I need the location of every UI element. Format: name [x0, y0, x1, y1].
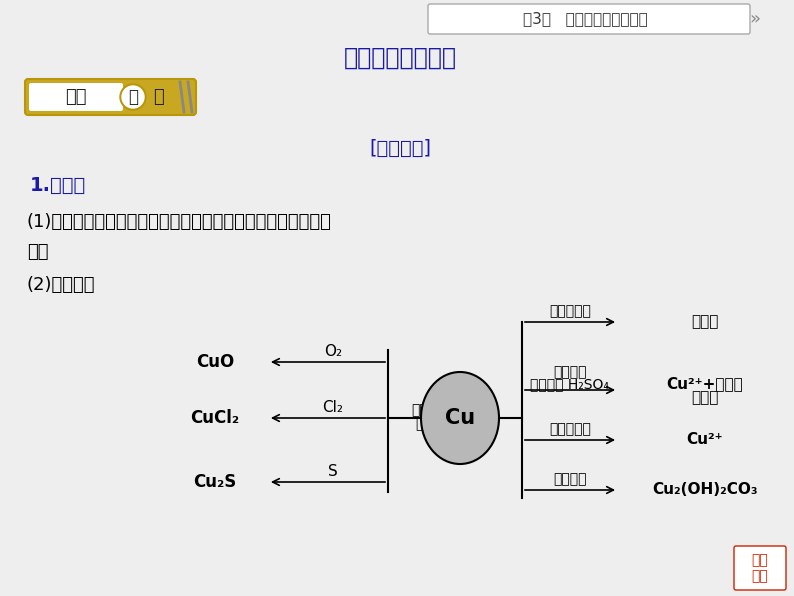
Text: (2)化学性质: (2)化学性质 — [27, 276, 95, 294]
Text: 潮湿空气: 潮湿空气 — [553, 472, 587, 486]
Text: Cu₂(OH)₂CO₃: Cu₂(OH)₂CO₃ — [652, 483, 757, 498]
Text: Cu²⁺: Cu²⁺ — [687, 433, 723, 448]
Ellipse shape — [421, 372, 499, 464]
FancyBboxPatch shape — [428, 4, 750, 34]
Text: 氧化物: 氧化物 — [692, 390, 719, 405]
Text: 1.单质铜: 1.单质铜 — [30, 175, 87, 194]
Text: 自主: 自主 — [65, 88, 87, 106]
Text: Cu₂S: Cu₂S — [194, 473, 237, 491]
FancyBboxPatch shape — [29, 83, 123, 111]
Circle shape — [122, 86, 144, 108]
Text: 非金属: 非金属 — [411, 403, 437, 417]
Text: 某些盐溶液: 某些盐溶液 — [549, 422, 591, 436]
Text: O₂: O₂ — [324, 343, 342, 359]
Text: 性。: 性。 — [27, 243, 48, 261]
FancyBboxPatch shape — [25, 79, 196, 115]
Text: S: S — [328, 464, 338, 479]
Circle shape — [120, 84, 146, 110]
Text: 栏目
导引: 栏目 导引 — [752, 553, 769, 583]
Text: »: » — [750, 10, 761, 28]
Text: 氧化性酸: 氧化性酸 — [553, 365, 587, 379]
Text: [知识梳理]: [知识梳理] — [369, 138, 431, 157]
Text: 单质: 单质 — [415, 417, 433, 431]
Text: 习: 习 — [152, 88, 164, 106]
Text: 硝酸、浓 H₂SO₄: 硝酸、浓 H₂SO₄ — [530, 377, 610, 391]
Text: (1)物理性质：紫红色固体，具有良好的延展性、导热性和导电: (1)物理性质：紫红色固体，具有良好的延展性、导热性和导电 — [27, 213, 332, 231]
Text: 非氧化性酸: 非氧化性酸 — [549, 304, 591, 318]
Text: 复: 复 — [128, 88, 138, 106]
Text: Cu: Cu — [445, 408, 475, 428]
Text: Cl₂: Cl₂ — [322, 399, 344, 414]
Text: 铜及其重要化合物: 铜及其重要化合物 — [344, 46, 457, 70]
Text: CuO: CuO — [196, 353, 234, 371]
Text: 第3章   金属及其重要化合物: 第3章 金属及其重要化合物 — [522, 11, 647, 26]
Text: Cu²⁺+非金属: Cu²⁺+非金属 — [667, 377, 743, 392]
Text: CuCl₂: CuCl₂ — [191, 409, 240, 427]
Text: 不反应: 不反应 — [692, 315, 719, 330]
FancyBboxPatch shape — [734, 546, 786, 590]
